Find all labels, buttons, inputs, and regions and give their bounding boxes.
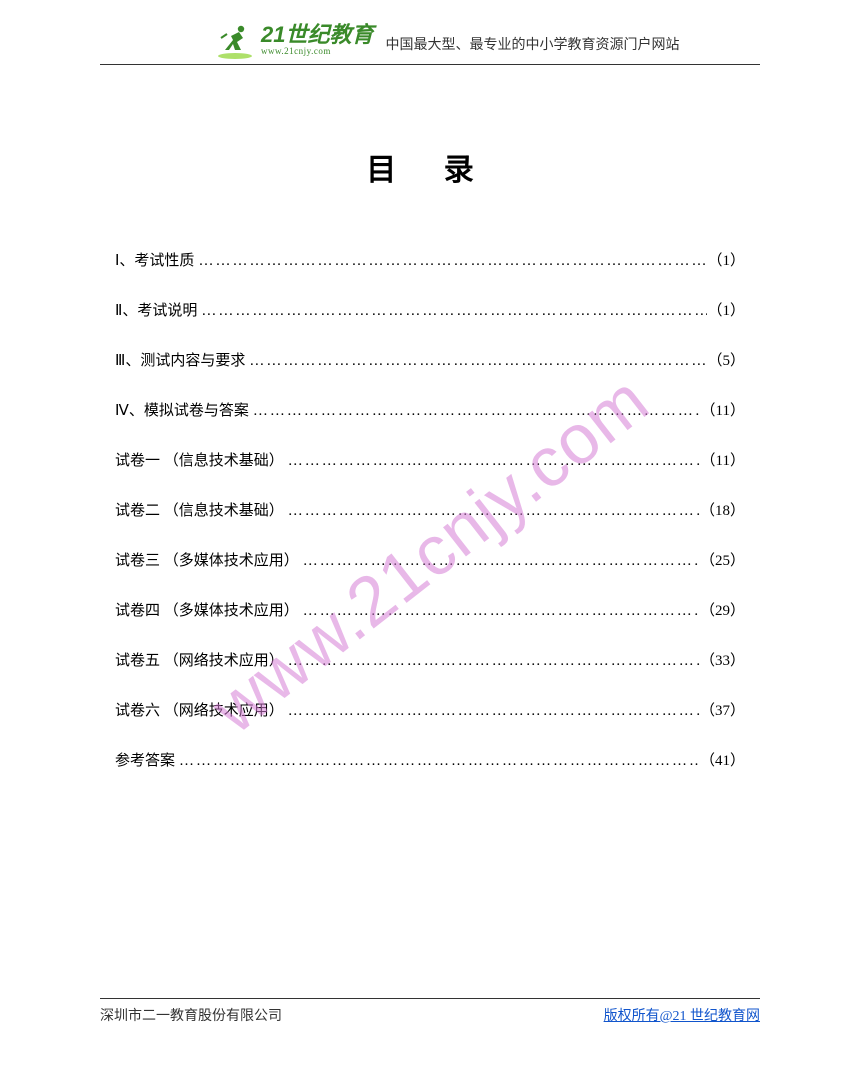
- toc-row: Ⅳ、模拟试卷与答案 …………………………………………………………………………………: [115, 399, 745, 420]
- page-title: 目 录: [0, 145, 860, 189]
- table-of-contents: Ⅰ、考试性质 …………………………………………………………………………………………: [115, 249, 745, 770]
- toc-leader: ……………………………………………………………………………………………: [284, 703, 700, 720]
- header-tagline: 中国最大型、最专业的中小学教育资源门户网站: [385, 34, 679, 60]
- toc-row: 试卷一 （信息技术基础） …………………………………………………………………………: [115, 449, 745, 470]
- footer-copyright-link[interactable]: 版权所有@21 世纪教育网: [604, 1005, 760, 1025]
- toc-leader: ……………………………………………………………………………………………: [175, 753, 700, 770]
- toc-row: Ⅱ、考试说明 …………………………………………………………………………………………: [115, 299, 745, 320]
- toc-row: 试卷三 （多媒体技术应用） ………………………………………………………………………: [115, 549, 745, 570]
- toc-leader: ……………………………………………………………………………………………: [249, 403, 701, 420]
- toc-row: Ⅲ、测试内容与要求 …………………………………………………………………………………: [115, 349, 745, 370]
- toc-label: 试卷一 （信息技术基础）: [115, 449, 284, 470]
- toc-label: 试卷六 （网络技术应用）: [115, 699, 284, 720]
- toc-row: 参考答案 ………………………………………………………………………………………………: [115, 749, 745, 770]
- toc-leader: ……………………………………………………………………………………………: [194, 253, 707, 270]
- toc-label: Ⅲ、测试内容与要求: [115, 349, 245, 370]
- toc-row: 试卷二 （信息技术基础） …………………………………………………………………………: [115, 499, 745, 520]
- toc-label: 试卷二 （信息技术基础）: [115, 499, 284, 520]
- toc-label: 试卷三 （多媒体技术应用）: [115, 549, 299, 570]
- toc-leader: ……………………………………………………………………………………………: [299, 553, 700, 570]
- toc-page: （1）: [707, 249, 745, 270]
- toc-leader: ……………………………………………………………………………………………: [299, 603, 700, 620]
- page-footer: 深圳市二一教育股份有限公司 版权所有@21 世纪教育网: [100, 998, 760, 1025]
- toc-page: （18）: [700, 499, 745, 520]
- toc-page: （37）: [700, 699, 745, 720]
- toc-row: 试卷五 （网络技术应用） …………………………………………………………………………: [115, 649, 745, 670]
- toc-label: 试卷四 （多媒体技术应用）: [115, 599, 299, 620]
- toc-row: 试卷六 （网络技术应用） …………………………………………………………………………: [115, 699, 745, 720]
- logo-runner-icon: [215, 20, 255, 60]
- page-header: 21世纪教育 www.21cnjy.com 中国最大型、最专业的中小学教育资源门…: [100, 0, 760, 65]
- toc-leader: ……………………………………………………………………………………………: [284, 653, 700, 670]
- toc-leader: ……………………………………………………………………………………………: [284, 503, 700, 520]
- logo-url: www.21cnjy.com: [261, 46, 373, 56]
- footer-company: 深圳市二一教育股份有限公司: [100, 1005, 282, 1025]
- site-logo: 21世纪教育 www.21cnjy.com: [215, 20, 373, 60]
- toc-page: （11）: [701, 399, 745, 420]
- toc-label: Ⅰ、考试性质: [115, 249, 194, 270]
- toc-page: （41）: [700, 749, 745, 770]
- toc-page: （5）: [707, 349, 745, 370]
- toc-page: （11）: [701, 449, 745, 470]
- toc-leader: ……………………………………………………………………………………………: [197, 303, 707, 320]
- toc-label: Ⅱ、考试说明: [115, 299, 197, 320]
- logo-title: 21世纪教育: [261, 24, 373, 46]
- logo-text-block: 21世纪教育 www.21cnjy.com: [261, 24, 373, 56]
- toc-row: 试卷四 （多媒体技术应用） ………………………………………………………………………: [115, 599, 745, 620]
- toc-leader: ……………………………………………………………………………………………: [284, 453, 701, 470]
- toc-label: 试卷五 （网络技术应用）: [115, 649, 284, 670]
- toc-page: （29）: [700, 599, 745, 620]
- toc-page: （25）: [700, 549, 745, 570]
- toc-leader: ……………………………………………………………………………………………: [245, 353, 707, 370]
- toc-label: Ⅳ、模拟试卷与答案: [115, 399, 249, 420]
- toc-label: 参考答案: [115, 749, 175, 770]
- toc-row: Ⅰ、考试性质 …………………………………………………………………………………………: [115, 249, 745, 270]
- toc-page: （1）: [707, 299, 745, 320]
- toc-page: （33）: [700, 649, 745, 670]
